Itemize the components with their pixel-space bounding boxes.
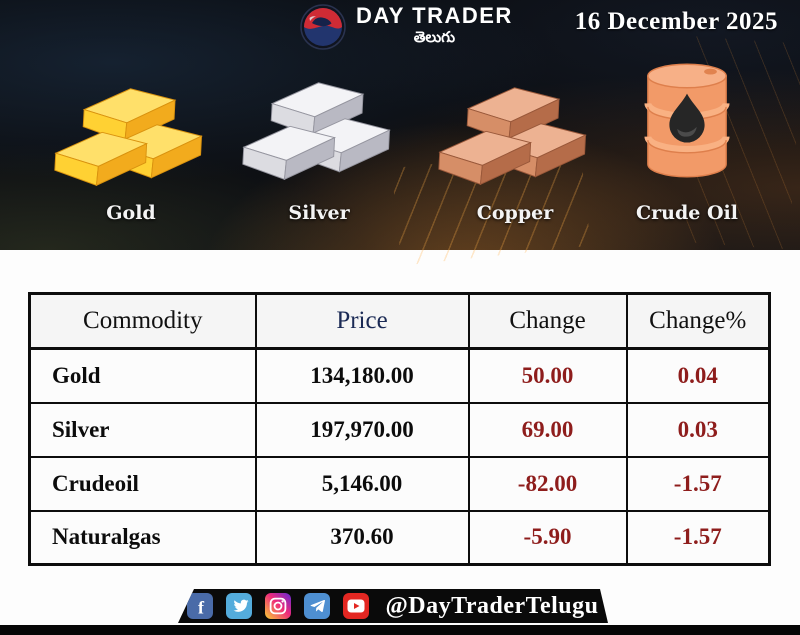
facebook-icon[interactable]: f xyxy=(187,593,213,619)
commodity-copper: Copper xyxy=(427,84,603,224)
telegram-icon[interactable] xyxy=(304,593,330,619)
brand: DAY TRADER తెలుగు xyxy=(300,4,513,50)
col-header-change: Change xyxy=(467,292,628,350)
commodity-label: Copper xyxy=(476,202,554,224)
cell-price: 370.60 xyxy=(254,509,470,566)
table-section: Commodity Price Change Change% Gold 134,… xyxy=(28,292,771,566)
col-header-change-pct: Change% xyxy=(625,292,771,350)
commodity-silver: Silver xyxy=(231,79,407,224)
table-row-crudeoil: Crudeoil 5,146.00 -82.00 -1.57 xyxy=(28,455,771,512)
cell-commodity: Crudeoil xyxy=(28,455,257,512)
instagram-icon[interactable] xyxy=(265,593,291,619)
svg-text:f: f xyxy=(198,598,205,618)
table-row-silver: Silver 197,970.00 69.00 0.03 xyxy=(28,401,771,458)
cell-change-pct: -1.57 xyxy=(625,509,771,566)
cell-commodity: Naturalgas xyxy=(28,509,257,566)
cell-change-pct: 0.04 xyxy=(625,347,771,404)
cell-change-pct: 0.03 xyxy=(625,401,771,458)
commodity-label: Gold xyxy=(106,202,156,224)
cell-price: 197,970.00 xyxy=(254,401,470,458)
gold-bars-icon xyxy=(54,88,202,186)
cell-change: -5.90 xyxy=(467,509,628,566)
cell-change: 69.00 xyxy=(467,401,628,458)
social-handle: @DayTraderTelugu xyxy=(385,592,599,619)
brand-name: DAY TRADER xyxy=(356,3,513,28)
copper-bars-icon xyxy=(438,87,586,185)
table-row-naturalgas: Naturalgas 370.60 -5.90 -1.57 xyxy=(28,509,771,566)
cell-commodity: Silver xyxy=(28,401,257,458)
twitter-icon[interactable] xyxy=(226,593,252,619)
col-header-commodity: Commodity xyxy=(28,292,257,350)
brand-subtitle: తెలుగు xyxy=(413,28,456,46)
footer-ribbon: f @DayTraderTelugu xyxy=(178,589,608,623)
cell-change: 50.00 xyxy=(467,347,628,404)
col-header-price: Price xyxy=(254,292,470,350)
oil-barrel-icon xyxy=(644,63,730,178)
commodity-crude-oil: Crude Oil xyxy=(611,61,763,224)
commodity-price-table: Commodity Price Change Change% Gold 134,… xyxy=(28,292,771,566)
cell-price: 134,180.00 xyxy=(254,347,470,404)
cell-price: 5,146.00 xyxy=(254,455,470,512)
cell-change: -82.00 xyxy=(467,455,628,512)
cell-change-pct: -1.57 xyxy=(625,455,771,512)
table-header-row: Commodity Price Change Change% xyxy=(28,292,771,350)
header-banner: DAY TRADER తెలుగు 16 December 2025 Gold … xyxy=(0,0,800,266)
silver-bars-icon xyxy=(242,82,390,180)
date-label: 16 December 2025 xyxy=(574,8,778,35)
bull-logo-icon xyxy=(300,4,346,50)
youtube-icon[interactable] xyxy=(343,593,369,619)
table-row-gold: Gold 134,180.00 50.00 0.04 xyxy=(28,347,771,404)
cell-commodity: Gold xyxy=(28,347,257,404)
commodity-label: Silver xyxy=(288,202,350,224)
commodity-label: Crude Oil xyxy=(636,202,738,224)
topbar: DAY TRADER తెలుగు 16 December 2025 xyxy=(0,0,800,58)
bottom-bar xyxy=(0,625,800,635)
commodity-gold: Gold xyxy=(45,85,217,224)
